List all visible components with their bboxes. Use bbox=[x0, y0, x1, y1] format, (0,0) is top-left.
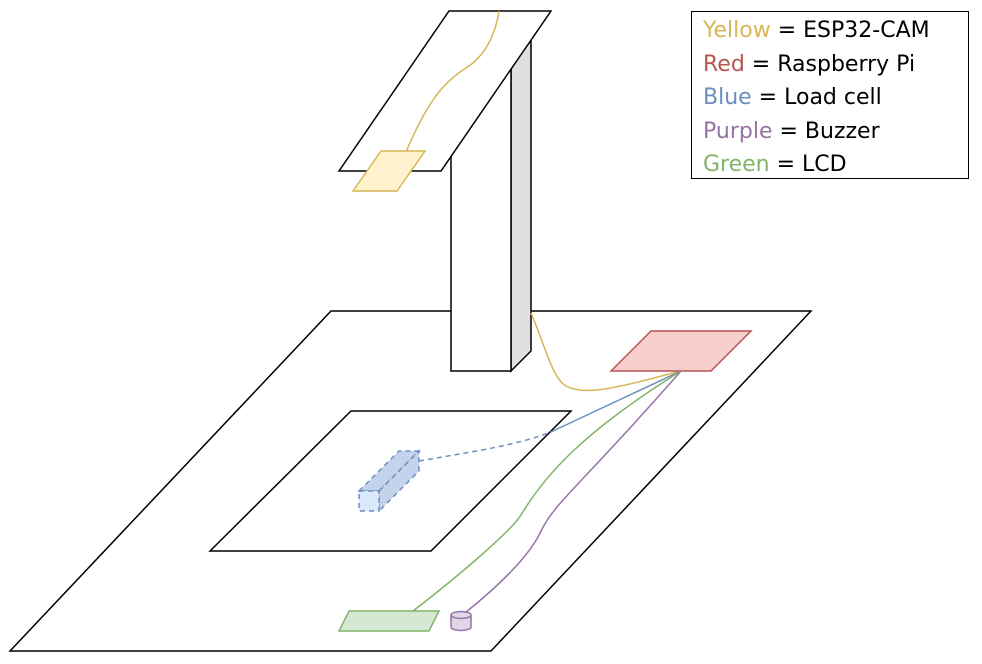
legend-component: Buzzer bbox=[804, 118, 880, 144]
legend-row-load-cell: Blue = Load cell bbox=[703, 81, 968, 115]
load-cell-wire-hidden bbox=[418, 430, 554, 462]
legend-component: ESP32-CAM bbox=[803, 18, 930, 43]
legend-row-buzzer: Purple = Buzzer bbox=[703, 115, 968, 149]
legend-separator: = bbox=[751, 85, 785, 110]
esp32-cam-wire-base bbox=[530, 312, 682, 392]
legend-component: LCD bbox=[802, 152, 847, 177]
legend-separator: = bbox=[772, 118, 805, 144]
esp32-cam-wire-arm bbox=[405, 10, 500, 153]
legend-box: Yellow = ESP32-CAM Red = Raspberry Pi Bl… bbox=[691, 11, 969, 179]
buzzer-top bbox=[450, 610, 472, 620]
legend-color-word: Red bbox=[703, 51, 745, 77]
buzzer-wire bbox=[465, 370, 682, 613]
esp32-cam-module bbox=[351, 150, 427, 192]
buzzer-body bbox=[450, 615, 472, 632]
legend-separator: = bbox=[744, 51, 778, 77]
lcd-module bbox=[337, 610, 441, 632]
legend-component: Raspberry Pi bbox=[777, 51, 916, 77]
pillar-side bbox=[510, 39, 532, 373]
load-cell bbox=[357, 449, 421, 513]
buzzer bbox=[450, 610, 472, 632]
legend-separator: = bbox=[769, 152, 803, 177]
load-cell-front bbox=[358, 490, 380, 512]
legend-color-word: Blue bbox=[703, 85, 752, 110]
load-cell-wire bbox=[552, 370, 682, 432]
legend-color-word: Purple bbox=[703, 118, 773, 144]
lcd-wire bbox=[412, 370, 682, 612]
legend-row-lcd: Green = LCD bbox=[703, 148, 968, 182]
legend-row-esp32-cam: Yellow = ESP32-CAM bbox=[703, 14, 968, 48]
legend-color-word: Yellow bbox=[703, 18, 771, 43]
legend-component: Load cell bbox=[784, 85, 882, 110]
legend-separator: = bbox=[770, 18, 804, 43]
raspberry-pi-board bbox=[609, 330, 753, 372]
legend-row-raspberry-pi: Red = Raspberry Pi bbox=[703, 48, 968, 82]
legend-color-word: Green bbox=[703, 152, 770, 177]
